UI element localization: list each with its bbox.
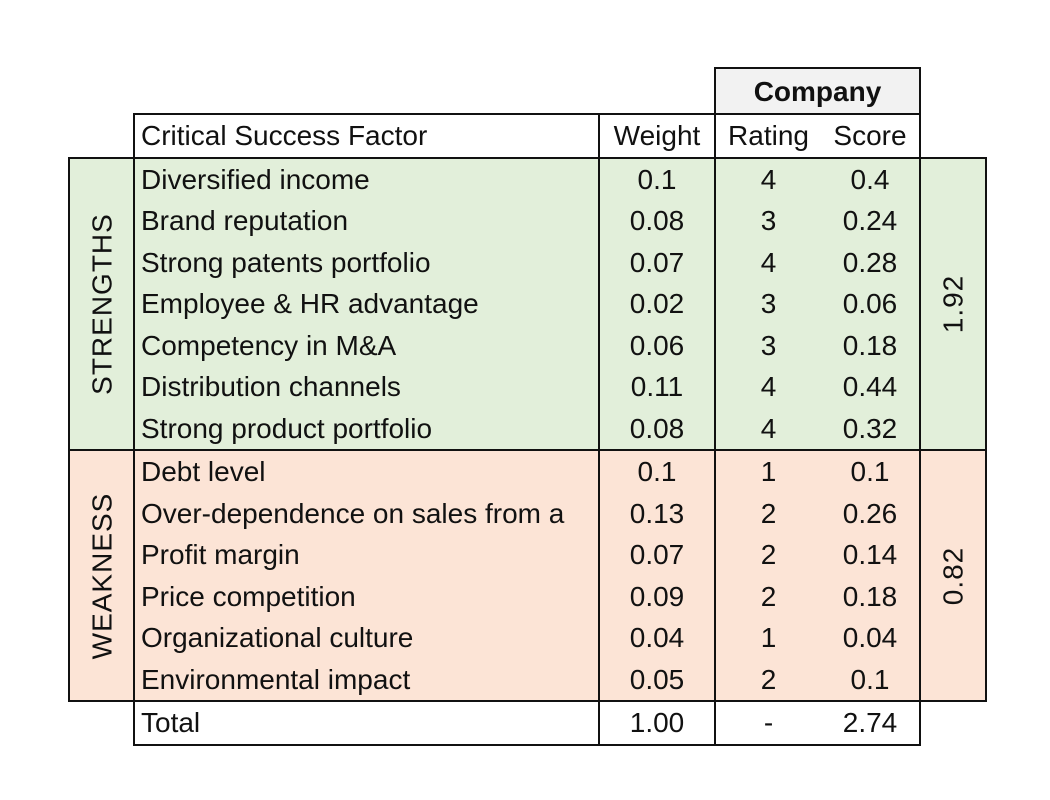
weight-header: Weight <box>598 113 716 159</box>
factor-cell: Brand reputation <box>133 200 600 242</box>
group-label: STRENGTHS <box>68 156 135 451</box>
table-row: Profit margin 0.07 2 0.14 <box>69 534 986 576</box>
table-row: Employee & HR advantage 0.02 3 0.06 <box>69 283 986 325</box>
table-row: WEAKNESS Debt level 0.1 1 0.1 0.82 <box>68 449 987 702</box>
rating-cell: 1 <box>714 617 821 659</box>
group-subtotal-text: 0.82 <box>937 546 969 605</box>
total-score: 2.74 <box>821 700 921 746</box>
total-label: Total <box>133 700 600 746</box>
factor-cell: Debt level <box>133 449 600 493</box>
score-cell: 0.06 <box>821 283 921 325</box>
group-subtotal: 1.92 <box>919 156 987 451</box>
factor-cell: Over-dependence on sales from a <box>133 492 600 534</box>
factor-header: Critical Success Factor <box>133 113 600 159</box>
score-header: Score <box>821 113 921 159</box>
table-row: Strong product portfolio 0.08 4 0.32 <box>69 407 986 451</box>
table-row: STRENGTHS Diversified income 0.1 4 0.4 1.92 <box>68 156 987 451</box>
factor-cell: Distribution channels <box>133 366 600 408</box>
factor-cell: Competency in M&A <box>133 324 600 366</box>
group-label-text: WEAKNESS <box>86 492 117 659</box>
group-label: WEAKNESS <box>68 449 135 702</box>
rating-cell: 2 <box>714 658 821 702</box>
weight-cell: 0.04 <box>598 617 716 659</box>
score-cell: 0.18 <box>821 324 921 366</box>
score-cell: 0.32 <box>821 407 921 451</box>
factor-cell: Strong product portfolio <box>133 407 600 451</box>
weight-cell: 0.1 <box>598 156 716 200</box>
score-cell: 0.28 <box>821 241 921 283</box>
rating-cell: 4 <box>714 241 821 283</box>
rating-cell: 4 <box>714 407 821 451</box>
table-row: Distribution channels 0.11 4 0.44 <box>69 366 986 408</box>
table-row: Competency in M&A 0.06 3 0.18 <box>69 324 986 366</box>
factor-cell: Environmental impact <box>133 658 600 702</box>
rating-header: Rating <box>714 113 821 159</box>
rating-cell: 3 <box>714 200 821 242</box>
score-cell: 0.1 <box>821 658 921 702</box>
rating-cell: 1 <box>714 449 821 493</box>
rating-cell: 4 <box>714 366 821 408</box>
rating-cell: 2 <box>714 492 821 534</box>
total-row: Total 1.00 - 2.74 <box>69 700 986 746</box>
factor-cell: Diversified income <box>133 156 600 200</box>
table-row: Price competition 0.09 2 0.18 <box>69 575 986 617</box>
weight-cell: 0.07 <box>598 534 716 576</box>
weight-cell: 0.11 <box>598 366 716 408</box>
weight-cell: 0.02 <box>598 283 716 325</box>
score-cell: 0.24 <box>821 200 921 242</box>
score-cell: 0.14 <box>821 534 921 576</box>
table-row: Organizational culture 0.04 1 0.04 <box>69 617 986 659</box>
table-row: Environmental impact 0.05 2 0.1 <box>69 658 986 702</box>
rating-cell: 3 <box>714 324 821 366</box>
rating-cell: 2 <box>714 534 821 576</box>
factor-cell: Organizational culture <box>133 617 600 659</box>
factor-cell: Price competition <box>133 575 600 617</box>
table-row: Strong patents portfolio 0.07 4 0.28 <box>69 241 986 283</box>
weight-cell: 0.13 <box>598 492 716 534</box>
score-cell: 0.04 <box>821 617 921 659</box>
weight-cell: 0.05 <box>598 658 716 702</box>
rating-cell: 4 <box>714 156 821 200</box>
weight-cell: 0.06 <box>598 324 716 366</box>
group-subtotal-text: 1.92 <box>937 274 969 334</box>
total-rating: - <box>714 700 821 746</box>
rating-cell: 3 <box>714 283 821 325</box>
column-header-row: Critical Success Factor Weight Rating Sc… <box>69 113 986 159</box>
weight-cell: 0.09 <box>598 575 716 617</box>
score-cell: 0.44 <box>821 366 921 408</box>
score-cell: 0.18 <box>821 575 921 617</box>
company-header-row: Company <box>69 67 986 115</box>
company-header: Company <box>714 67 921 115</box>
score-cell: 0.26 <box>821 492 921 534</box>
weight-cell: 0.08 <box>598 200 716 242</box>
group-subtotal: 0.82 <box>919 449 987 702</box>
rating-cell: 2 <box>714 575 821 617</box>
factor-cell: Profit margin <box>133 534 600 576</box>
weight-cell: 0.08 <box>598 407 716 451</box>
total-weight: 1.00 <box>598 700 716 746</box>
ife-matrix-table: Company Critical Success Factor Weight R… <box>68 67 987 746</box>
group-label-text: STRENGTHS <box>86 212 117 395</box>
score-cell: 0.1 <box>821 449 921 493</box>
table-row: Over-dependence on sales from a 0.13 2 0.26 <box>69 492 986 534</box>
score-cell: 0.4 <box>821 156 921 200</box>
weight-cell: 0.1 <box>598 449 716 493</box>
table-row: Brand reputation 0.08 3 0.24 <box>69 200 986 242</box>
weight-cell: 0.07 <box>598 241 716 283</box>
factor-cell: Employee & HR advantage <box>133 283 600 325</box>
factor-cell: Strong patents portfolio <box>133 241 600 283</box>
